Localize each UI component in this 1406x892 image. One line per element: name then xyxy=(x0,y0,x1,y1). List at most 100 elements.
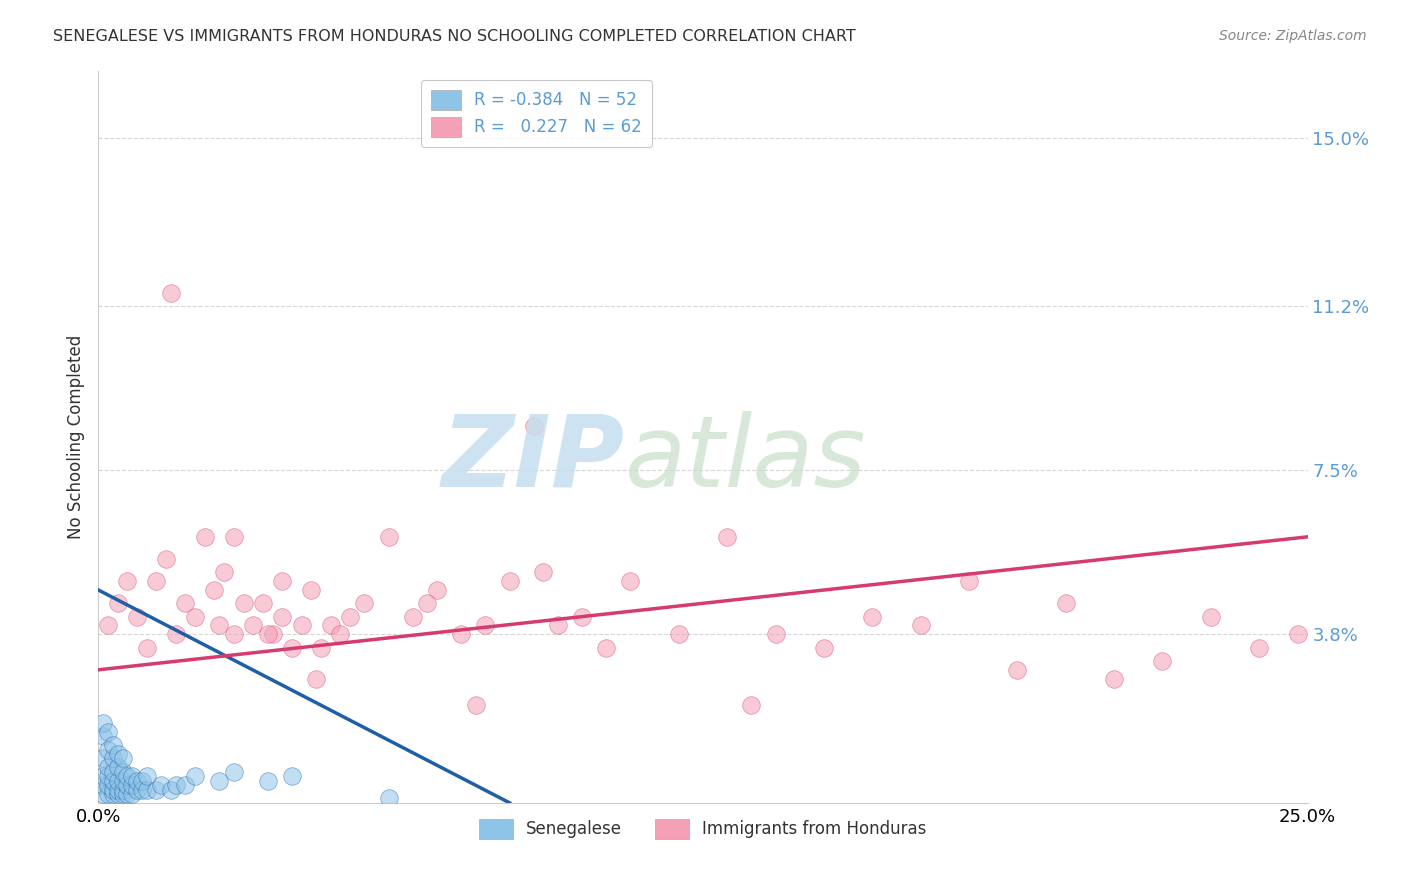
Point xyxy=(174,778,197,792)
Point xyxy=(184,769,207,783)
Point xyxy=(121,787,143,801)
Point xyxy=(222,764,245,779)
Point xyxy=(319,618,342,632)
Point xyxy=(531,566,554,580)
Point xyxy=(402,609,425,624)
Point xyxy=(184,609,207,624)
Point xyxy=(765,627,787,641)
Point xyxy=(1286,627,1309,641)
Point xyxy=(1199,609,1222,624)
Point xyxy=(91,729,114,743)
Point xyxy=(256,773,278,788)
Point xyxy=(111,751,134,765)
Point xyxy=(155,552,177,566)
Legend: Senegalese, Immigrants from Honduras: Senegalese, Immigrants from Honduras xyxy=(472,812,934,846)
Point xyxy=(111,782,134,797)
Point xyxy=(305,672,328,686)
Point xyxy=(97,760,120,774)
Point xyxy=(117,769,139,783)
Point xyxy=(97,787,120,801)
Point xyxy=(450,627,472,641)
Point xyxy=(101,782,124,797)
Point xyxy=(595,640,617,655)
Point xyxy=(131,773,153,788)
Point xyxy=(498,574,520,589)
Point xyxy=(97,618,120,632)
Point xyxy=(127,609,149,624)
Point xyxy=(91,769,114,783)
Point xyxy=(668,627,690,641)
Point xyxy=(339,609,361,624)
Point xyxy=(281,640,304,655)
Point xyxy=(242,618,264,632)
Point xyxy=(101,773,124,788)
Point xyxy=(377,530,399,544)
Point xyxy=(290,618,312,632)
Point xyxy=(97,742,120,756)
Point xyxy=(299,582,322,597)
Point xyxy=(547,618,569,632)
Point xyxy=(165,778,187,792)
Point xyxy=(117,778,139,792)
Point xyxy=(107,782,129,797)
Point xyxy=(416,596,439,610)
Text: atlas: atlas xyxy=(624,410,866,508)
Point xyxy=(117,574,139,589)
Point xyxy=(309,640,332,655)
Point xyxy=(165,627,187,641)
Point xyxy=(91,751,114,765)
Point xyxy=(464,698,486,713)
Point xyxy=(262,627,284,641)
Point xyxy=(377,791,399,805)
Y-axis label: No Schooling Completed: No Schooling Completed xyxy=(66,335,84,539)
Point xyxy=(222,530,245,544)
Point xyxy=(252,596,274,610)
Point xyxy=(107,596,129,610)
Point xyxy=(117,787,139,801)
Point xyxy=(353,596,375,610)
Point xyxy=(329,627,352,641)
Point xyxy=(212,566,235,580)
Point xyxy=(271,574,294,589)
Point xyxy=(145,782,167,797)
Text: SENEGALESE VS IMMIGRANTS FROM HONDURAS NO SCHOOLING COMPLETED CORRELATION CHART: SENEGALESE VS IMMIGRANTS FROM HONDURAS N… xyxy=(53,29,856,44)
Point xyxy=(107,760,129,774)
Point xyxy=(208,773,231,788)
Point xyxy=(619,574,641,589)
Point xyxy=(131,782,153,797)
Point xyxy=(127,782,149,797)
Point xyxy=(107,787,129,801)
Point xyxy=(160,782,183,797)
Point xyxy=(150,778,173,792)
Point xyxy=(740,698,762,713)
Point xyxy=(281,769,304,783)
Point xyxy=(101,764,124,779)
Point xyxy=(860,609,883,624)
Point xyxy=(111,764,134,779)
Point xyxy=(145,574,167,589)
Point xyxy=(1054,596,1077,610)
Point xyxy=(716,530,738,544)
Point xyxy=(111,787,134,801)
Text: Source: ZipAtlas.com: Source: ZipAtlas.com xyxy=(1219,29,1367,43)
Point xyxy=(97,769,120,783)
Point xyxy=(571,609,593,624)
Point xyxy=(957,574,980,589)
Point xyxy=(426,582,449,597)
Point xyxy=(232,596,254,610)
Point xyxy=(208,618,231,632)
Point xyxy=(135,640,157,655)
Point xyxy=(97,724,120,739)
Point xyxy=(101,738,124,752)
Point xyxy=(174,596,197,610)
Point xyxy=(523,419,546,434)
Point xyxy=(194,530,217,544)
Point xyxy=(204,582,226,597)
Point xyxy=(160,285,183,300)
Point xyxy=(135,782,157,797)
Point xyxy=(910,618,932,632)
Point xyxy=(121,778,143,792)
Point xyxy=(1007,663,1029,677)
Point xyxy=(107,773,129,788)
Point xyxy=(1249,640,1271,655)
